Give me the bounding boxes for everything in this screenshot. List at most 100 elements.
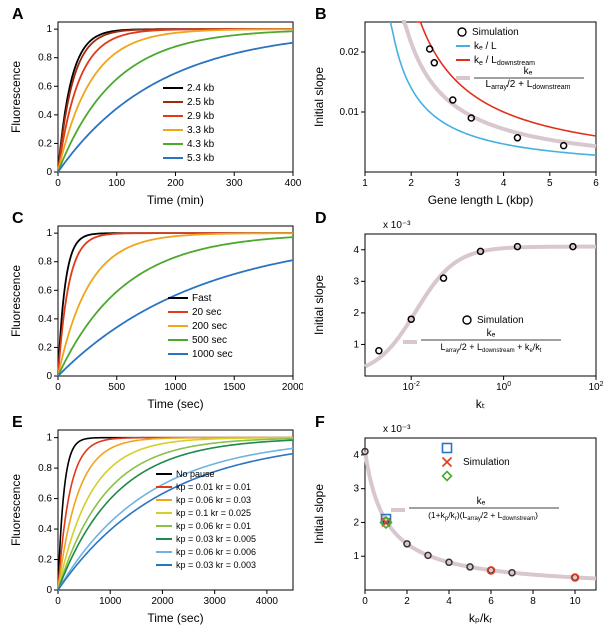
svg-text:2000: 2000 xyxy=(282,382,303,393)
svg-text:10: 10 xyxy=(569,596,581,607)
panel-label-b: B xyxy=(315,6,327,24)
svg-text:kp = 0.06 kr = 0.01: kp = 0.06 kr = 0.01 xyxy=(176,521,251,531)
svg-text:0: 0 xyxy=(362,596,368,607)
panel-a: A 010020030040000.20.40.60.81Time (min)F… xyxy=(8,8,303,208)
svg-text:0.8: 0.8 xyxy=(38,53,52,64)
svg-text:3: 3 xyxy=(353,276,359,287)
svg-text:1000: 1000 xyxy=(99,596,122,607)
svg-text:kp = 0.01 kr = 0.01: kp = 0.01 kr = 0.01 xyxy=(176,482,251,492)
svg-text:102: 102 xyxy=(588,381,603,393)
chart-f: 02468101234kₚ/kᵣInitial slopex 10⁻³Simul… xyxy=(311,416,606,626)
svg-text:0.6: 0.6 xyxy=(38,285,52,296)
svg-text:10-2: 10-2 xyxy=(403,381,420,393)
svg-text:2: 2 xyxy=(353,517,359,528)
svg-text:0.01: 0.01 xyxy=(340,107,360,118)
svg-text:Time (sec): Time (sec) xyxy=(147,397,203,411)
svg-text:kₜ: kₜ xyxy=(476,397,486,411)
svg-text:5.3 kb: 5.3 kb xyxy=(187,153,215,164)
svg-text:x 10⁻³: x 10⁻³ xyxy=(383,220,411,231)
chart-e: 0 1000 2000 3000 4000 0 0.2 0.4 0.6 0.8 1 Time (sec… xyxy=(8,416,303,626)
svg-text:Larray/2 + Ldownstream: Larray/2 + Ldownstream xyxy=(486,79,571,91)
svg-text:kp = 0.1 kr = 0.025: kp = 0.1 kr = 0.025 xyxy=(176,508,251,518)
svg-text:kₑ: kₑ xyxy=(487,328,496,339)
svg-text:100: 100 xyxy=(496,381,511,393)
svg-text:2: 2 xyxy=(404,596,410,607)
panel-label-e: E xyxy=(12,414,23,432)
svg-text:1: 1 xyxy=(46,433,52,444)
svg-text:1: 1 xyxy=(353,551,359,562)
svg-text:Simulation: Simulation xyxy=(472,27,519,38)
svg-text:0.8: 0.8 xyxy=(38,257,52,268)
chart-d: 10-21001021234kₜInitial slopex 10⁻³Simul… xyxy=(311,212,606,412)
svg-text:0.2: 0.2 xyxy=(38,138,52,149)
svg-text:0: 0 xyxy=(55,596,61,607)
svg-text:400: 400 xyxy=(285,178,302,189)
svg-text:Fluorescence: Fluorescence xyxy=(9,265,23,337)
svg-text:0: 0 xyxy=(46,585,52,596)
svg-text:1000: 1000 xyxy=(164,382,187,393)
svg-text:0: 0 xyxy=(46,167,52,178)
svg-text:500 sec: 500 sec xyxy=(192,335,227,346)
svg-text:0.4: 0.4 xyxy=(38,314,52,325)
svg-text:Simulation: Simulation xyxy=(477,315,524,326)
svg-text:1: 1 xyxy=(46,24,52,35)
svg-text:Fluorescence: Fluorescence xyxy=(9,474,23,546)
svg-text:Initial slope: Initial slope xyxy=(312,67,326,127)
svg-text:Initial slope: Initial slope xyxy=(312,275,326,335)
svg-text:5: 5 xyxy=(547,178,553,189)
svg-text:Initial slope: Initial slope xyxy=(312,484,326,544)
svg-text:8: 8 xyxy=(530,596,536,607)
chart-b: 1234560.010.02Gene length L (kbp)Initial… xyxy=(311,8,606,208)
svg-text:3: 3 xyxy=(455,178,461,189)
svg-text:0.4: 0.4 xyxy=(38,110,52,121)
svg-text:100: 100 xyxy=(108,178,125,189)
svg-text:2.4 kb: 2.4 kb xyxy=(187,83,215,94)
svg-text:kₑ: kₑ xyxy=(477,496,486,507)
svg-text:0: 0 xyxy=(55,382,61,393)
panel-e: E 0 1000 2000 3000 4000 0 0.2 0.4 0.6 0.8 1 Time (s… xyxy=(8,416,303,626)
panel-c: C 050010001500200000.20.40.60.81Time (se… xyxy=(8,212,303,412)
svg-text:4000: 4000 xyxy=(256,596,279,607)
svg-text:4: 4 xyxy=(353,245,359,256)
svg-text:Time (sec): Time (sec) xyxy=(147,611,203,625)
panel-d: D 10-21001021234kₜInitial slopex 10⁻³Sim… xyxy=(311,212,606,412)
svg-text:0.02: 0.02 xyxy=(340,47,360,58)
svg-text:2: 2 xyxy=(408,178,414,189)
svg-text:0.8: 0.8 xyxy=(38,463,52,474)
svg-text:0.4: 0.4 xyxy=(38,524,52,535)
panel-b: B 1234560.010.02Gene length L (kbp)Initi… xyxy=(311,8,606,208)
svg-text:3000: 3000 xyxy=(204,596,227,607)
svg-text:500: 500 xyxy=(108,382,125,393)
svg-text:0.2: 0.2 xyxy=(38,555,52,566)
svg-text:0.6: 0.6 xyxy=(38,81,52,92)
svg-text:1: 1 xyxy=(353,339,359,350)
chart-a: 010020030040000.20.40.60.81Time (min)Flu… xyxy=(8,8,303,208)
svg-text:3: 3 xyxy=(353,484,359,495)
svg-text:0: 0 xyxy=(46,371,52,382)
svg-text:2.5 kb: 2.5 kb xyxy=(187,97,215,108)
svg-text:0.6: 0.6 xyxy=(38,494,52,505)
svg-text:20 sec: 20 sec xyxy=(192,307,221,318)
svg-text:kp = 0.03 kr = 0.003: kp = 0.03 kr = 0.003 xyxy=(176,560,256,570)
panel-f: F 02468101234kₚ/kᵣInitial slopex 10⁻³Sim… xyxy=(311,416,606,626)
svg-text:0: 0 xyxy=(55,178,61,189)
panel-label-f: F xyxy=(315,414,325,432)
svg-text:kp = 0.06 kr = 0.006: kp = 0.06 kr = 0.006 xyxy=(176,547,256,557)
svg-text:Simulation: Simulation xyxy=(463,457,510,468)
svg-text:kp = 0.06 kr = 0.03: kp = 0.06 kr = 0.03 xyxy=(176,495,251,505)
svg-text:Fluorescence: Fluorescence xyxy=(9,61,23,133)
svg-text:Larray/2 + Ldownstream + ke/kt: Larray/2 + Ldownstream + ke/kt xyxy=(441,342,542,354)
panel-label-c: C xyxy=(12,210,24,228)
svg-text:0.2: 0.2 xyxy=(38,342,52,353)
svg-text:6: 6 xyxy=(593,178,599,189)
svg-text:2.9 kb: 2.9 kb xyxy=(187,111,215,122)
svg-text:2000: 2000 xyxy=(151,596,174,607)
svg-text:kp = 0.03 kr = 0.005: kp = 0.03 kr = 0.005 xyxy=(176,534,256,544)
svg-text:1: 1 xyxy=(46,228,52,239)
svg-text:300: 300 xyxy=(226,178,243,189)
svg-text:6: 6 xyxy=(488,596,494,607)
svg-text:kₚ/kᵣ: kₚ/kᵣ xyxy=(469,611,492,625)
svg-text:Fast: Fast xyxy=(192,293,212,304)
svg-text:4: 4 xyxy=(446,596,452,607)
svg-text:No pause: No pause xyxy=(176,469,215,479)
